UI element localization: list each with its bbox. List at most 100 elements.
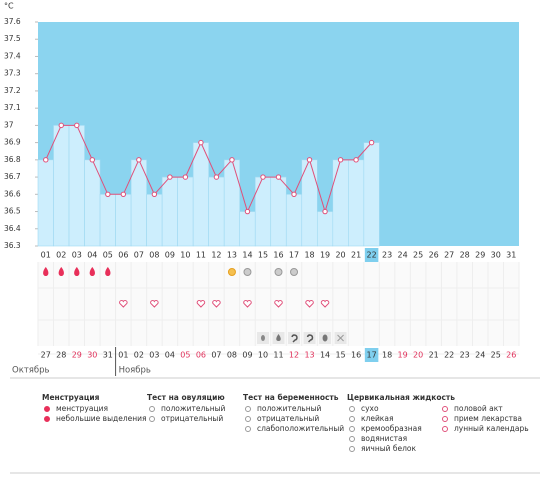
point [322,208,328,215]
bar [316,211,334,247]
legend-item: водянистая [361,434,407,443]
calendar-date: 26 [506,351,516,360]
point [260,174,266,180]
calendar-date: 02 [134,351,144,360]
x-tick-label: 13 [227,251,237,260]
x-tick-label: 19 [320,251,330,260]
x-tick-label: 14 [242,251,252,260]
legend-icon [149,416,155,422]
legend-icon [349,426,355,432]
y-tick-label: 37.4 [4,51,21,60]
calendar-date: 09 [242,351,252,360]
legend-title: Тест на овуляцию [147,393,225,402]
month-label: Ноябрь [119,366,151,376]
legend-icon [349,436,355,442]
x-tick-label: 31 [506,251,516,260]
legend-item: слабоположительный [257,424,344,433]
legend-icon [349,446,355,452]
month-label: Октябрь [12,366,50,376]
y-tick-label: 37.2 [4,86,21,95]
x-tick-label: 17 [289,251,299,260]
legend-item: лунный календарь [454,424,529,433]
y-tick-label: 36.8 [4,155,21,164]
bar [208,176,225,247]
point [74,122,80,129]
legend-icon [442,416,448,422]
legend-item: яичный белок [361,444,417,453]
bar [239,211,256,247]
x-tick-label: 21 [351,251,361,260]
legend-icon [442,426,448,432]
menstruation-icon [74,267,80,276]
calendar-date: 31 [103,351,113,360]
point [43,157,49,163]
fluid-cell [288,332,301,344]
legend-item: клейкая [361,414,393,423]
point [105,191,111,198]
menstruation-icon [105,267,111,276]
x-tick-label: 29 [475,251,485,260]
intercourse-icon [150,300,159,308]
bar [115,194,132,247]
point [337,157,344,163]
bar [332,159,349,247]
fluid-icon [276,334,281,341]
x-tick-label: 23 [382,251,392,260]
x-tick-label: 27 [444,251,454,260]
x-tick-label: 02 [56,251,66,260]
point [244,208,251,215]
y-tick-label: 36.7 [4,172,21,181]
point [58,122,64,129]
x-tick-label: 07 [134,251,144,260]
legend-item: отрицательный [161,414,223,423]
y-tick-label: 37.6 [4,17,21,26]
legend-item: прием лекарства [454,414,522,423]
legend-icon [44,416,50,422]
legend-icon [349,406,355,412]
menstruation-icon [43,267,49,276]
calendar-date: 27 [41,351,51,360]
point [151,191,158,198]
y-tick-label: 37.5 [4,34,21,43]
legend-title: Тест на беременность [243,393,339,402]
calendar-date: 19 [398,351,408,360]
point [213,174,220,180]
bar [177,176,194,247]
fluid-icon [260,335,265,341]
calendar-date: 16 [351,351,361,360]
calendar-date: 15 [335,351,345,360]
bar [270,176,287,247]
bar [254,176,272,247]
x-tick-label: 03 [72,251,82,260]
legend-item: положительный [161,404,226,413]
x-tick-label: 26 [429,251,439,260]
calendar-date: 12 [289,351,299,360]
x-tick-label: 28 [460,251,470,260]
intercourse-icon [212,300,221,308]
calendar-date: 05 [180,351,190,360]
bar [223,159,241,247]
legend-icon [245,406,251,412]
legend-icon [44,406,50,412]
x-tick-label: 12 [211,251,221,260]
point [167,174,173,180]
y-tick-label: 36.3 [4,241,21,250]
point [291,191,297,198]
legend-item: сухо [361,404,379,413]
point [120,191,127,198]
y-tick-label: 37.1 [4,103,21,112]
calendar-date: 14 [320,351,330,360]
legend-icon [349,416,355,422]
point [229,157,235,163]
point [182,174,189,180]
intercourse-icon [274,300,283,308]
calendar-date: 06 [196,351,206,360]
calendar-date: 25 [491,351,501,360]
menstruation-icon [58,267,64,276]
bar [192,142,209,247]
calendar-date: 11 [273,351,283,360]
y-axis-label: °C [4,2,14,11]
y-tick-label: 36.5 [4,207,21,216]
